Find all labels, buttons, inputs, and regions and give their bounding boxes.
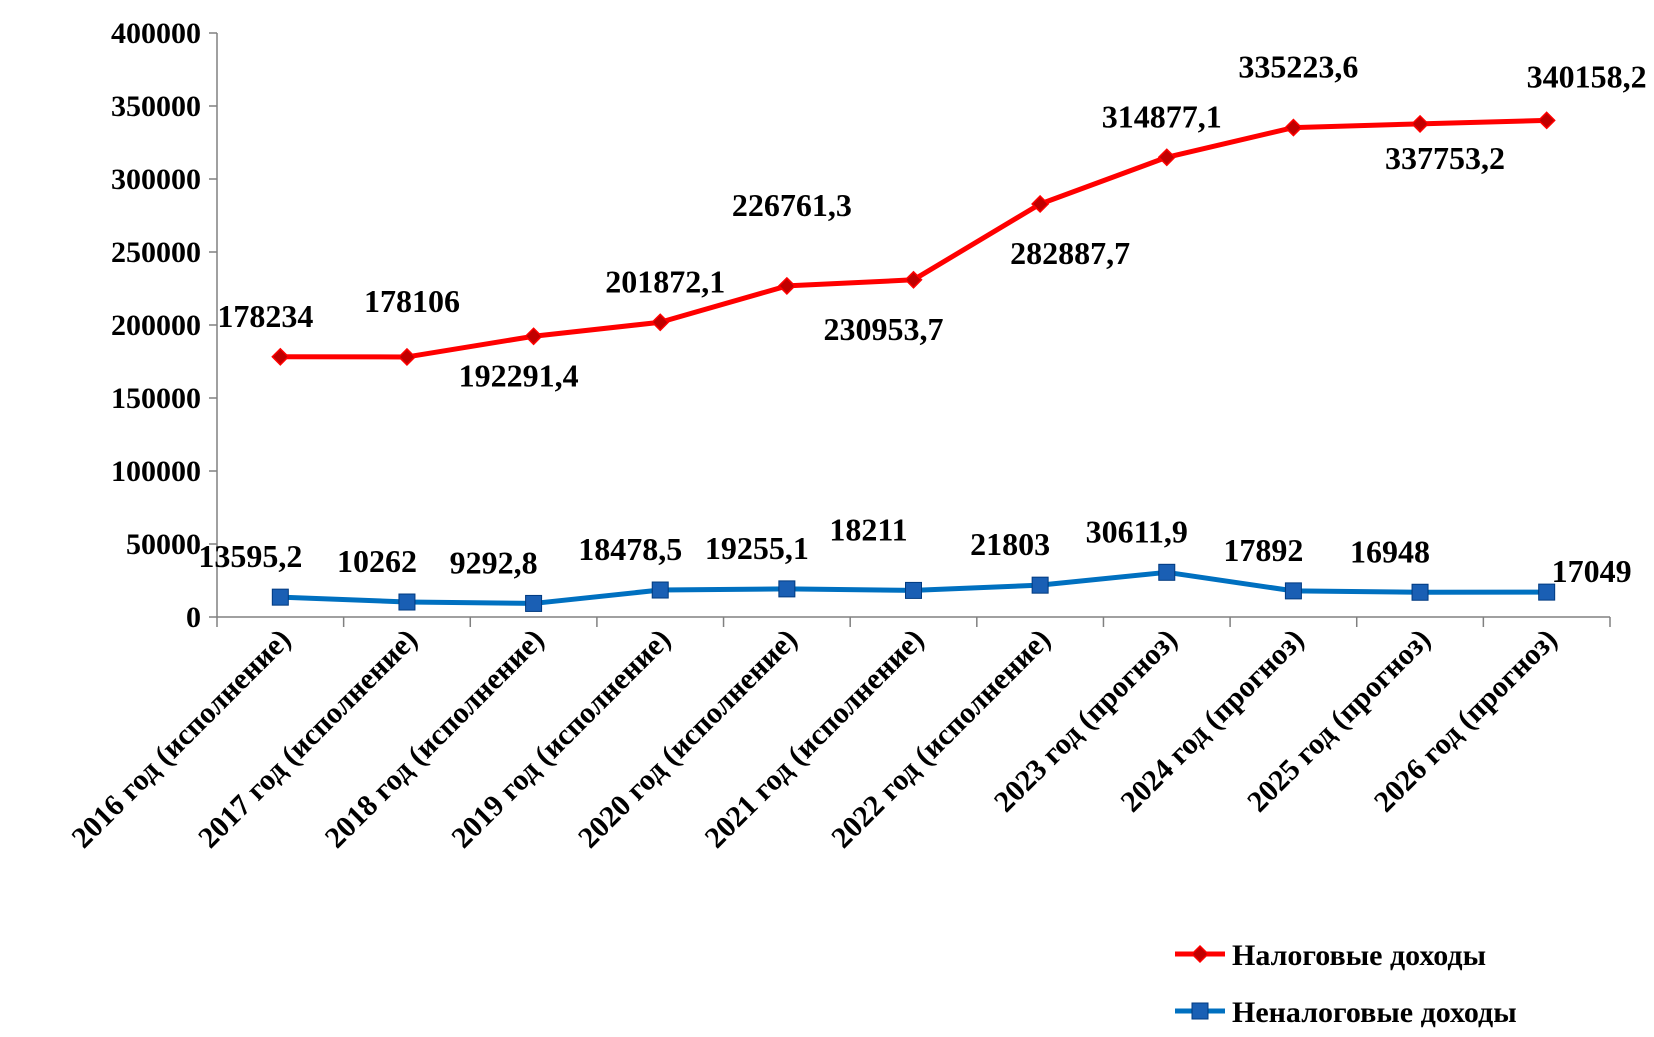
data-label: 10262 [337, 543, 417, 579]
data-label: 335223,6 [1238, 49, 1358, 85]
x-tick-label: 2016 год (исполнение) [65, 623, 297, 855]
data-label: 13595,2 [198, 538, 302, 574]
data-label: 226761,3 [732, 187, 852, 223]
data-label: 314877,1 [1102, 98, 1222, 134]
nontax-point[interactable] [525, 594, 543, 612]
y-tick-label: 100000 [111, 455, 201, 488]
y-tick-label: 200000 [111, 309, 201, 342]
data-labels: 178234 178106 192291,4 201872,1 226761,3 2309… [198, 49, 1646, 590]
tax-point[interactable] [271, 347, 290, 366]
nontax-point[interactable] [905, 581, 922, 599]
nontax-point[interactable] [1538, 583, 1556, 601]
data-label: 16948 [1350, 533, 1430, 569]
x-tick-label: 2019 год (исполнение) [445, 623, 677, 855]
y-tick-label: 50000 [126, 528, 201, 561]
x-tick-label: 2020 год (исполнение) [572, 623, 804, 855]
x-tick-label: 2018 год (исполнение) [319, 623, 551, 855]
data-label: 178234 [217, 298, 313, 334]
tax-point[interactable] [1284, 118, 1303, 137]
nontax-point[interactable] [778, 580, 796, 598]
axes: 0 50000 100000 150000 200000 250000 300000 3500… [65, 17, 1611, 855]
nontax-point[interactable] [1411, 583, 1429, 601]
x-tick-label: 2021 год (исполнение) [699, 623, 931, 855]
nontax-point[interactable] [1158, 563, 1176, 581]
data-label: 30611,9 [1086, 513, 1188, 549]
data-label: 340158,2 [1527, 58, 1647, 94]
data-label: 19255,1 [705, 530, 809, 566]
tax-point[interactable] [1537, 111, 1556, 130]
data-label: 17049 [1552, 553, 1632, 589]
legend-label-nontax: Неналоговые доходы [1232, 996, 1517, 1029]
y-tick-label: 150000 [111, 382, 201, 415]
data-label: 282887,7 [1010, 235, 1130, 271]
data-label: 337753,2 [1385, 140, 1505, 176]
y-tick-label: 300000 [111, 163, 201, 196]
y-tick-label: 0 [186, 601, 201, 634]
nontax-point[interactable] [1284, 582, 1302, 600]
tax-point[interactable] [651, 313, 670, 332]
x-tick-label: 2017 год (исполнение) [192, 623, 424, 855]
data-label: 18211 [829, 511, 907, 547]
data-label: 178106 [364, 283, 460, 319]
tax-point[interactable] [1157, 148, 1176, 167]
legend: Налоговые доходы Неналоговые доходы [1175, 939, 1517, 1029]
series-layer [271, 111, 1556, 612]
tax-point[interactable] [777, 276, 796, 295]
data-label: 201872,1 [605, 263, 725, 299]
data-label: 230953,7 [824, 311, 944, 347]
square-icon [1191, 1002, 1209, 1020]
tax-point[interactable] [397, 347, 417, 367]
legend-label-tax: Налоговые доходы [1232, 939, 1486, 972]
nontax-point[interactable] [651, 581, 669, 599]
tax-point[interactable] [904, 270, 923, 289]
legend-item-nontax[interactable]: Неналоговые доходы [1175, 996, 1517, 1029]
data-label: 9292,8 [450, 544, 538, 580]
tax-point[interactable] [524, 327, 543, 346]
data-label: 192291,4 [459, 357, 579, 393]
data-label: 18478,5 [578, 531, 682, 567]
data-label: 17892 [1223, 532, 1303, 568]
y-tick-label: 400000 [111, 17, 201, 50]
tax-point[interactable] [1410, 114, 1430, 133]
nontax-point[interactable] [1031, 576, 1049, 594]
nontax-point[interactable] [398, 593, 416, 611]
legend-item-tax[interactable]: Налоговые доходы [1175, 939, 1486, 972]
tax-point[interactable] [1031, 194, 1050, 214]
diamond-icon [1190, 944, 1210, 964]
nontax-point[interactable] [271, 588, 289, 606]
y-tick-label: 250000 [111, 236, 201, 269]
data-label: 21803 [970, 526, 1050, 562]
x-tick-label: 2022 год (исполнение) [825, 623, 1057, 855]
y-tick-label: 350000 [111, 90, 201, 123]
